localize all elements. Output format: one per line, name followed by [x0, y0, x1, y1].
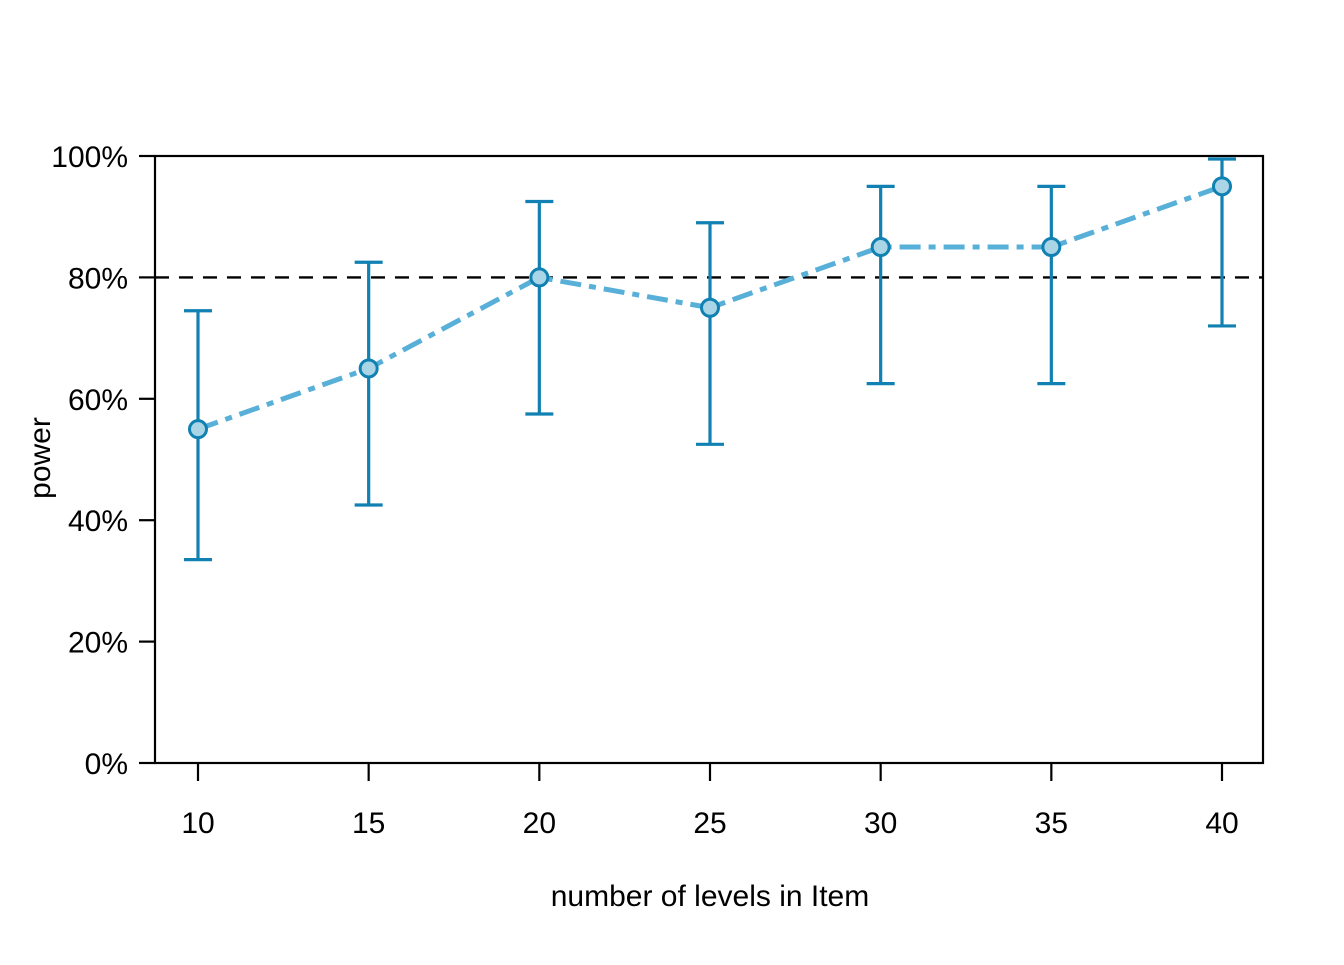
error-bars-group: [184, 157, 1236, 562]
y-axis-tick-label: 20%: [68, 627, 128, 660]
data-point-marker: [529, 267, 550, 288]
x-axis-tick-label: 10: [181, 807, 214, 840]
x-axis-tick-label: 35: [1035, 807, 1068, 840]
x-axis-tick-label: 25: [693, 807, 726, 840]
x-axis: 10 15 20 25 30 35 40: [181, 763, 1239, 840]
y-axis: 0% 20% 40% 60% 80% 100%: [51, 141, 155, 781]
y-axis-label: power: [24, 417, 57, 499]
x-axis-tick-label: 20: [523, 807, 556, 840]
data-point-marker: [1041, 237, 1062, 258]
y-axis-tick-label: 0%: [85, 748, 128, 781]
y-axis-tick-label: 60%: [68, 384, 128, 417]
x-axis-tick-label: 40: [1205, 807, 1238, 840]
x-axis-tick-label: 15: [352, 807, 385, 840]
y-axis-tick-label: 100%: [51, 141, 128, 174]
data-point-marker: [358, 358, 379, 379]
data-point-marker: [1212, 176, 1232, 197]
data-point-marker: [700, 297, 720, 318]
y-axis-tick-label: 40%: [68, 505, 128, 538]
data-points-group: [188, 176, 1232, 440]
data-point-marker: [870, 237, 891, 258]
x-axis-label: number of levels in Item: [551, 880, 869, 913]
x-axis-tick-label: 30: [864, 807, 897, 840]
y-axis-tick-label: 80%: [68, 262, 128, 295]
data-point-marker: [188, 419, 208, 440]
